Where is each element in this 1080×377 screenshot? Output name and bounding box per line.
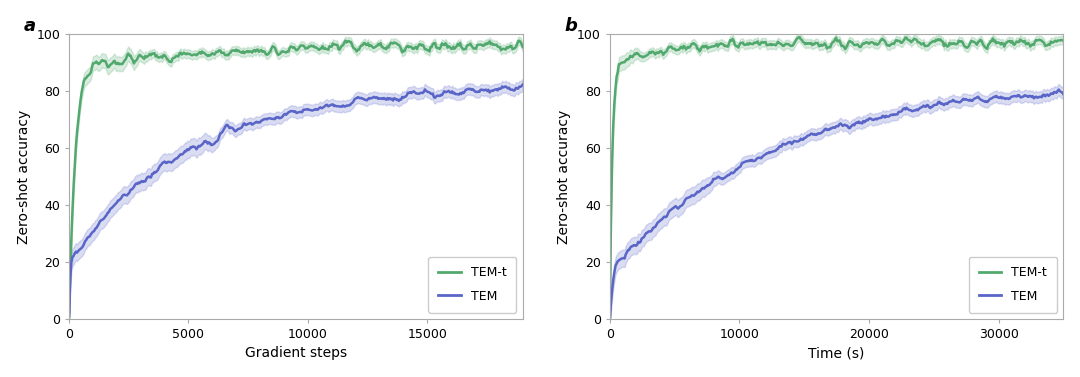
Text: a: a [24,17,36,35]
Y-axis label: Zero-shot accuracy: Zero-shot accuracy [557,109,571,244]
Legend: TEM-t, TEM: TEM-t, TEM [428,256,516,313]
Y-axis label: Zero-shot accuracy: Zero-shot accuracy [16,109,30,244]
Text: b: b [565,17,578,35]
X-axis label: Gradient steps: Gradient steps [245,346,347,360]
X-axis label: Time (s): Time (s) [809,346,865,360]
Legend: TEM-t, TEM: TEM-t, TEM [969,256,1057,313]
